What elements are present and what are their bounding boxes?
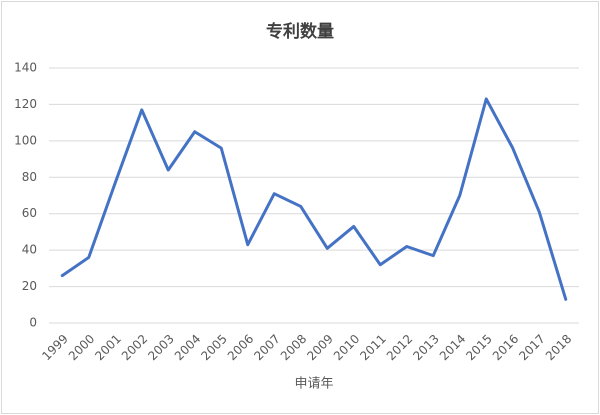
x-axis-label: 申请年 bbox=[294, 377, 333, 392]
y-tick-label: 120 bbox=[14, 97, 37, 111]
y-tick-label: 100 bbox=[14, 133, 37, 147]
data-line bbox=[60, 97, 568, 301]
y-tick-label: 20 bbox=[22, 279, 37, 293]
y-tick-label: 80 bbox=[22, 170, 37, 184]
y-tick-label: 60 bbox=[22, 206, 37, 220]
y-tick-label: 0 bbox=[29, 316, 37, 330]
y-tick-label: 40 bbox=[22, 243, 37, 257]
chart-title: 专利数量 bbox=[266, 21, 334, 42]
y-tick-label: 140 bbox=[14, 61, 37, 75]
